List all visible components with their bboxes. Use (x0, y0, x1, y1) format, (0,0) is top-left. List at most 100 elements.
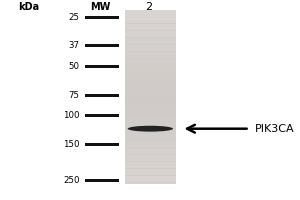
Bar (125, 53, 176, 55)
Bar (125, 59, 176, 60)
Bar (125, 46, 176, 48)
Bar (125, 18, 176, 20)
Bar (85, 16, 119, 19)
Bar (125, 102, 176, 104)
Ellipse shape (128, 126, 173, 132)
Bar (125, 155, 176, 156)
Bar (125, 183, 176, 184)
Bar (125, 76, 176, 78)
Bar (125, 66, 176, 67)
Bar (125, 74, 176, 76)
Bar (125, 169, 176, 170)
Bar (125, 13, 176, 15)
Bar (125, 25, 176, 27)
Text: 25: 25 (68, 13, 80, 22)
Bar (85, 94, 119, 97)
Bar (125, 158, 176, 160)
Bar (85, 44, 119, 47)
Text: MW: MW (91, 2, 111, 12)
Bar (125, 80, 176, 81)
Bar (125, 174, 176, 175)
Bar (125, 55, 176, 57)
Bar (125, 64, 176, 65)
Bar (125, 20, 176, 22)
Bar (125, 101, 176, 102)
Bar (125, 153, 176, 154)
Bar (125, 125, 176, 126)
Bar (125, 109, 176, 111)
Bar (125, 167, 176, 168)
Bar (125, 118, 176, 120)
Bar (125, 71, 176, 72)
Bar (125, 99, 176, 100)
Bar (125, 177, 176, 179)
Bar (125, 176, 176, 177)
Bar (125, 151, 176, 153)
Bar (125, 141, 176, 142)
Bar (125, 170, 176, 172)
Text: 75: 75 (68, 91, 80, 100)
Bar (85, 114, 119, 117)
Bar (125, 73, 176, 74)
Bar (125, 81, 176, 83)
Bar (125, 163, 176, 165)
Bar (125, 48, 176, 50)
Bar (125, 95, 176, 97)
Bar (125, 134, 176, 135)
Bar (125, 69, 176, 71)
Bar (125, 15, 176, 17)
Bar (125, 116, 176, 118)
Bar (125, 144, 176, 146)
Bar (125, 137, 176, 139)
Bar (125, 114, 176, 116)
Bar (125, 172, 176, 174)
Bar (125, 120, 176, 121)
Bar (125, 148, 176, 149)
Bar (125, 38, 176, 39)
Bar (125, 160, 176, 161)
Bar (125, 92, 176, 93)
Bar (125, 29, 176, 30)
Bar (125, 85, 176, 86)
Text: 50: 50 (68, 62, 80, 71)
Bar (125, 142, 176, 144)
Bar (125, 22, 176, 23)
Text: 37: 37 (68, 41, 80, 50)
Bar (125, 27, 176, 29)
Bar (125, 94, 176, 95)
Bar (125, 62, 176, 64)
Bar (125, 43, 176, 44)
Bar (125, 123, 176, 125)
Text: PIK3CA: PIK3CA (255, 124, 295, 134)
Bar (85, 179, 119, 182)
Bar (125, 128, 176, 130)
Bar (125, 130, 176, 132)
Bar (125, 41, 176, 43)
Bar (125, 156, 176, 158)
Bar (125, 78, 176, 79)
Bar (125, 24, 176, 25)
Bar (125, 34, 176, 36)
Bar (125, 17, 176, 18)
Text: 2: 2 (145, 2, 152, 12)
Bar (125, 88, 176, 90)
Bar (125, 107, 176, 109)
Bar (125, 127, 176, 128)
Bar (125, 106, 176, 107)
Bar (125, 60, 176, 62)
Bar (125, 57, 176, 58)
Bar (125, 39, 176, 41)
Bar (125, 52, 176, 53)
Bar (125, 10, 176, 11)
Bar (125, 50, 176, 51)
Bar (125, 111, 176, 113)
Bar (125, 132, 176, 133)
Bar (125, 90, 176, 92)
Bar (125, 87, 176, 88)
Text: 150: 150 (63, 140, 80, 149)
Bar (125, 32, 176, 34)
Bar (125, 181, 176, 182)
Bar (125, 146, 176, 147)
Bar (125, 97, 176, 99)
Bar (125, 67, 176, 69)
